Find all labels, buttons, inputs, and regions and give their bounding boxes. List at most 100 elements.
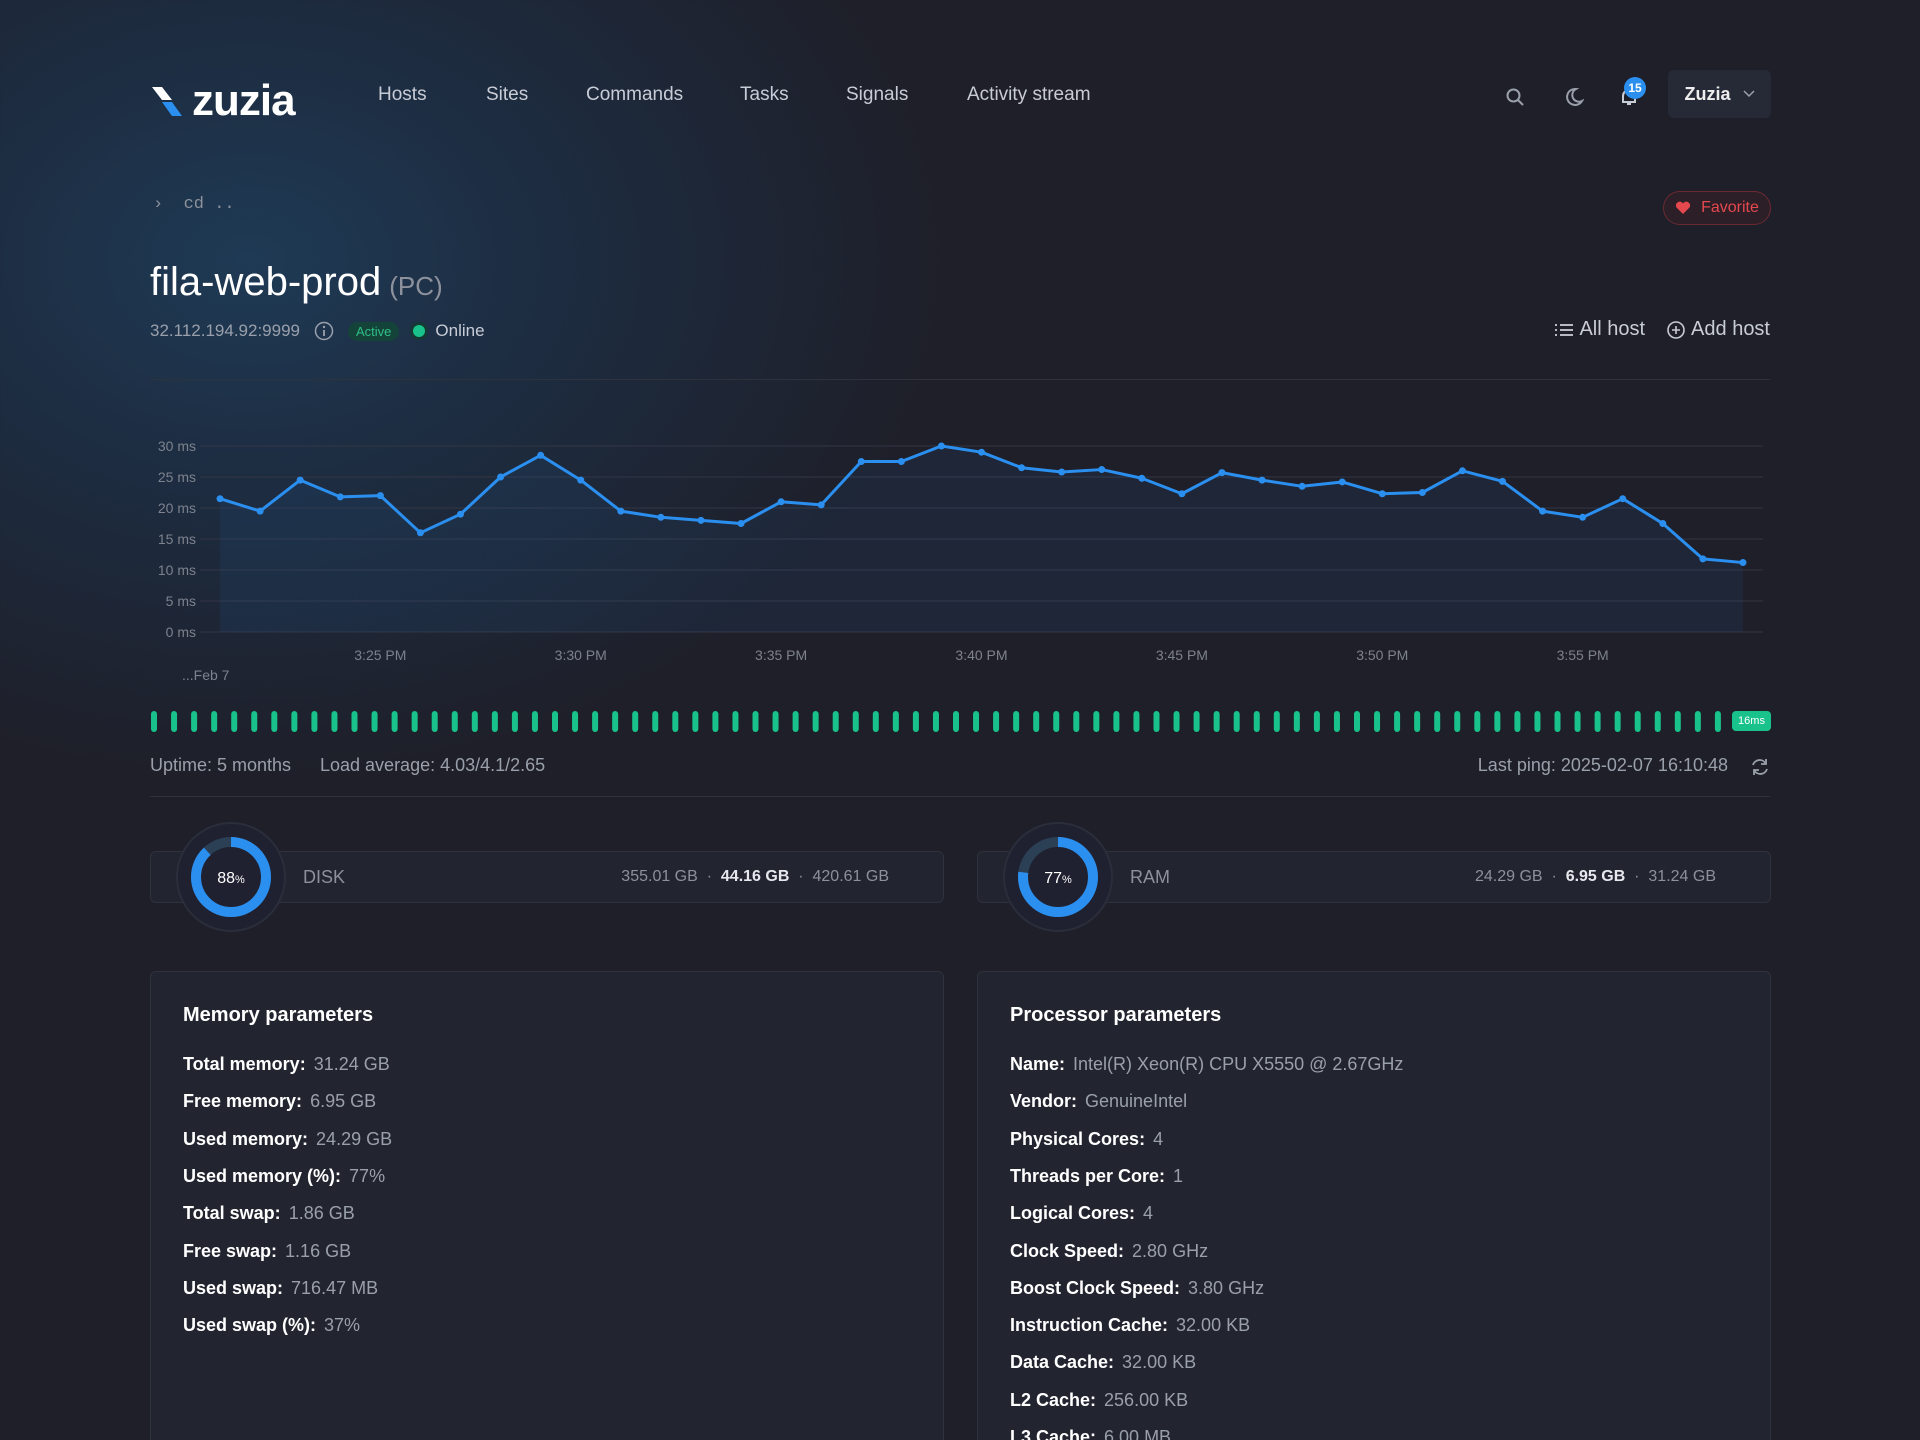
nav-sites[interactable]: Sites — [486, 84, 529, 105]
uptime-bar[interactable] — [1333, 711, 1340, 732]
nav-hosts[interactable]: Hosts — [378, 84, 427, 105]
data-point[interactable] — [497, 473, 505, 481]
data-point[interactable] — [537, 451, 545, 459]
all-host-link[interactable]: All host — [1555, 318, 1645, 341]
uptime-bar[interactable] — [772, 711, 779, 732]
add-host-link[interactable]: Add host — [1667, 318, 1770, 341]
data-point[interactable] — [1659, 520, 1667, 527]
uptime-bar[interactable] — [251, 711, 258, 732]
data-point[interactable] — [1338, 478, 1346, 486]
uptime-bar[interactable] — [1053, 711, 1060, 732]
uptime-bar[interactable] — [592, 711, 599, 732]
data-point[interactable] — [1218, 469, 1226, 477]
nav-activity-stream[interactable]: Activity stream — [967, 84, 1091, 105]
uptime-bar[interactable] — [371, 711, 378, 732]
data-point[interactable] — [937, 442, 945, 450]
uptime-bar[interactable] — [953, 711, 959, 732]
uptime-bar[interactable] — [792, 711, 799, 732]
uptime-bar[interactable] — [331, 711, 338, 732]
uptime-bar[interactable] — [973, 711, 980, 732]
uptime-bar[interactable] — [1674, 711, 1681, 732]
data-point[interactable] — [697, 516, 705, 524]
uptime-bar[interactable] — [932, 711, 939, 732]
nav-commands[interactable]: Commands — [586, 84, 684, 105]
data-point[interactable] — [1539, 507, 1547, 515]
data-point[interactable] — [1739, 559, 1747, 567]
uptime-bar[interactable] — [231, 711, 238, 732]
data-point[interactable] — [1258, 476, 1266, 484]
uptime-bar[interactable] — [692, 711, 699, 732]
uptime-bar[interactable] — [1293, 711, 1300, 732]
uptime-bar[interactable] — [211, 711, 218, 732]
uptime-bar[interactable] — [1193, 711, 1200, 732]
uptime-bar[interactable] — [1273, 711, 1280, 732]
logo[interactable]: zuzia — [150, 76, 296, 126]
uptime-bar[interactable] — [1414, 711, 1421, 732]
uptime-bar[interactable] — [471, 711, 478, 732]
uptime-bar[interactable] — [491, 711, 498, 732]
data-point[interactable] — [1178, 490, 1186, 498]
uptime-bar[interactable] — [1454, 711, 1461, 732]
uptime-bar[interactable] — [1594, 711, 1601, 732]
favorite-button[interactable]: Favorite — [1663, 191, 1771, 225]
uptime-bar[interactable] — [712, 711, 719, 732]
uptime-bar[interactable] — [1474, 711, 1481, 732]
uptime-bar[interactable] — [1093, 711, 1100, 732]
data-point[interactable] — [657, 513, 665, 521]
uptime-bar[interactable] — [552, 711, 558, 732]
uptime-bar[interactable] — [1153, 711, 1160, 732]
uptime-bar[interactable] — [511, 711, 518, 732]
data-point[interactable] — [1579, 513, 1587, 521]
uptime-bar[interactable] — [1554, 711, 1561, 732]
data-point[interactable] — [416, 529, 424, 537]
uptime-bar[interactable] — [872, 711, 879, 732]
uptime-bar[interactable] — [1634, 711, 1641, 732]
uptime-bar[interactable] — [1253, 711, 1260, 732]
uptime-bar[interactable] — [1354, 711, 1360, 732]
data-point[interactable] — [216, 495, 224, 503]
uptime-bar[interactable] — [812, 711, 819, 732]
uptime-bar[interactable] — [1233, 711, 1240, 732]
data-point[interactable] — [1018, 464, 1026, 472]
data-point[interactable] — [296, 476, 304, 484]
uptime-bar[interactable] — [1013, 711, 1020, 732]
data-point[interactable] — [457, 510, 464, 518]
uptime-bar[interactable] — [912, 711, 919, 732]
data-point[interactable] — [376, 492, 384, 500]
uptime-bar[interactable] — [612, 711, 619, 732]
data-point[interactable] — [336, 493, 344, 501]
uptime-bar[interactable] — [171, 711, 178, 732]
uptime-bar[interactable] — [1213, 711, 1220, 732]
data-point[interactable] — [817, 501, 825, 509]
uptime-bar[interactable] — [1574, 711, 1581, 732]
data-point[interactable] — [1378, 490, 1386, 498]
uptime-bar[interactable] — [191, 711, 198, 732]
uptime-bar[interactable] — [1374, 711, 1381, 732]
uptime-bar[interactable] — [1534, 711, 1541, 732]
uptime-bar[interactable] — [411, 711, 418, 732]
uptime-bar[interactable] — [431, 711, 438, 732]
uptime-bar[interactable] — [151, 711, 157, 732]
uptime-bar[interactable] — [1494, 711, 1501, 732]
uptime-bar[interactable] — [531, 711, 538, 732]
uptime-bar[interactable] — [993, 711, 1000, 732]
uptime-bar[interactable] — [892, 711, 899, 732]
uptime-bar[interactable] — [652, 711, 659, 732]
nav-tasks[interactable]: Tasks — [740, 84, 789, 105]
uptime-bar[interactable] — [1714, 711, 1721, 732]
data-point[interactable] — [857, 458, 865, 465]
data-point[interactable] — [737, 520, 745, 527]
uptime-bar[interactable] — [351, 711, 358, 732]
uptime-bar[interactable] — [1694, 711, 1701, 732]
user-menu-button[interactable]: Zuzia — [1668, 70, 1771, 118]
uptime-bar[interactable] — [832, 711, 839, 732]
data-point[interactable] — [1619, 495, 1627, 503]
data-point[interactable] — [1699, 555, 1707, 563]
breadcrumb-back[interactable]: › cd .. — [153, 195, 235, 214]
uptime-bar[interactable] — [1654, 711, 1661, 732]
uptime-bar[interactable] — [732, 711, 739, 732]
uptime-bar[interactable] — [311, 711, 318, 732]
data-point[interactable] — [617, 507, 625, 515]
data-point[interactable] — [978, 448, 985, 456]
data-point[interactable] — [1499, 477, 1506, 485]
